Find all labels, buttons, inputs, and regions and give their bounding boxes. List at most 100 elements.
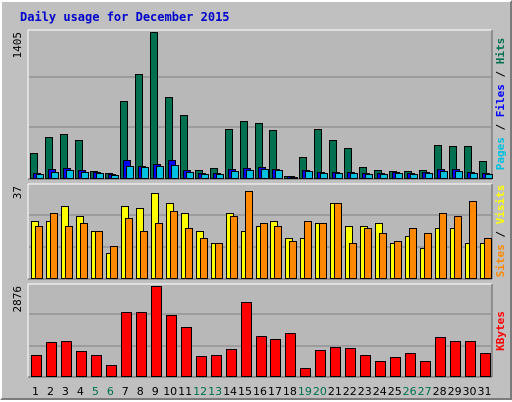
pages-bar (171, 165, 179, 179)
legend-hits: Hits (494, 38, 507, 65)
kbytes-bar (390, 357, 401, 377)
hits-bar (135, 74, 143, 179)
x-tick-label: 5 (92, 385, 99, 398)
pages-bar (111, 175, 119, 179)
sites-bar (140, 231, 148, 279)
kbytes-bar (181, 327, 192, 377)
x-tick-label: 18 (283, 385, 297, 398)
pages-bar (455, 171, 463, 179)
kbytes-bar (151, 286, 162, 377)
kbytes-bar (270, 339, 281, 377)
pages-bar (231, 171, 239, 179)
legend-visits: Visits (494, 185, 507, 225)
sites-bar (80, 223, 88, 279)
sites-bar (364, 228, 372, 279)
x-tick-label: 9 (152, 385, 159, 398)
y-max-label: 2876 (11, 286, 24, 313)
x-tick-label: 2 (47, 385, 54, 398)
x-tick-label: 6 (107, 385, 114, 398)
pages-bar (335, 173, 343, 179)
hits-bar (150, 32, 158, 179)
sites-bar (349, 243, 357, 279)
legend-sep: / (494, 224, 507, 244)
sites-bar (409, 228, 417, 279)
kbytes-bar (360, 355, 371, 377)
kbytes-bar (226, 349, 237, 377)
x-tick-label: 28 (433, 385, 447, 398)
kbytes-bar (241, 302, 252, 377)
sites-bar (170, 211, 178, 279)
x-tick-label: 29 (448, 385, 462, 398)
kbytes-bar (166, 315, 177, 377)
kbytes-bar (136, 312, 147, 377)
sites-bar (424, 233, 432, 279)
legend-visits-sites: Sites / Visits (494, 185, 507, 278)
pages-bar (201, 174, 209, 179)
sites-bar (274, 226, 282, 279)
kbytes-bar (450, 341, 461, 377)
sites-bar (185, 228, 193, 279)
sites-bar (65, 226, 73, 279)
legend-kbytes: KBytes (494, 311, 507, 351)
x-tick-label: 3 (62, 385, 69, 398)
sites-bar (394, 241, 402, 279)
kbytes-bar (256, 336, 267, 377)
sites-bar (230, 216, 238, 279)
x-tick-label: 22 (343, 385, 357, 398)
kbytes-bar (285, 333, 296, 377)
kbytes-bar (315, 350, 326, 377)
x-tick-label: 17 (268, 385, 282, 398)
sites-bar (289, 241, 297, 279)
kbytes-bar (420, 361, 431, 377)
x-tick-label: 24 (373, 385, 387, 398)
x-tick-label: 13 (208, 385, 222, 398)
sites-bar (484, 238, 492, 279)
x-tick-label: 30 (463, 385, 477, 398)
pages-bar (425, 173, 433, 179)
sites-bar (35, 226, 43, 279)
pages-bar (51, 172, 59, 179)
pages-bar (126, 166, 134, 179)
pages-bar (470, 173, 478, 179)
x-tick-label: 26 (403, 385, 417, 398)
x-tick-label: 10 (163, 385, 177, 398)
hits-bar (314, 129, 322, 179)
pages-bar (156, 166, 164, 179)
x-tick-label: 14 (223, 385, 237, 398)
pages-bar (275, 170, 283, 179)
legend-sep: / (494, 64, 507, 84)
kbytes-bar (300, 368, 311, 377)
legend-sites: Sites (494, 244, 507, 277)
kbytes-bar (61, 341, 72, 377)
x-tick-label: 12 (193, 385, 207, 398)
legend-pages: Pages (494, 137, 507, 170)
sites-bar (95, 231, 103, 279)
x-tick-label: 21 (328, 385, 342, 398)
x-tick-label: 8 (137, 385, 144, 398)
sites-bar (304, 221, 312, 279)
pages-bar (216, 174, 224, 179)
kbytes-bar (196, 356, 207, 377)
x-tick-label: 16 (253, 385, 267, 398)
hits-bar (180, 115, 188, 179)
kbytes-bar (375, 361, 386, 377)
kbytes-bar (91, 355, 102, 377)
sites-bar (110, 246, 118, 279)
kbytes-bar (31, 355, 42, 377)
pages-bar (380, 174, 388, 179)
kbytes-bar (480, 353, 491, 377)
x-tick-label: 11 (178, 385, 192, 398)
kbytes-bar (345, 348, 356, 377)
pages-bar (66, 170, 74, 179)
x-tick-label: 1 (32, 385, 39, 398)
pages-bar (36, 174, 44, 179)
sites-bar (334, 203, 342, 279)
pages-bar (305, 171, 313, 179)
x-tick-label: 25 (388, 385, 402, 398)
sites-bar (454, 216, 462, 279)
pages-bar (186, 172, 194, 179)
kbytes-bar (106, 365, 117, 377)
pages-bar (440, 171, 448, 179)
sites-bar (155, 223, 163, 279)
